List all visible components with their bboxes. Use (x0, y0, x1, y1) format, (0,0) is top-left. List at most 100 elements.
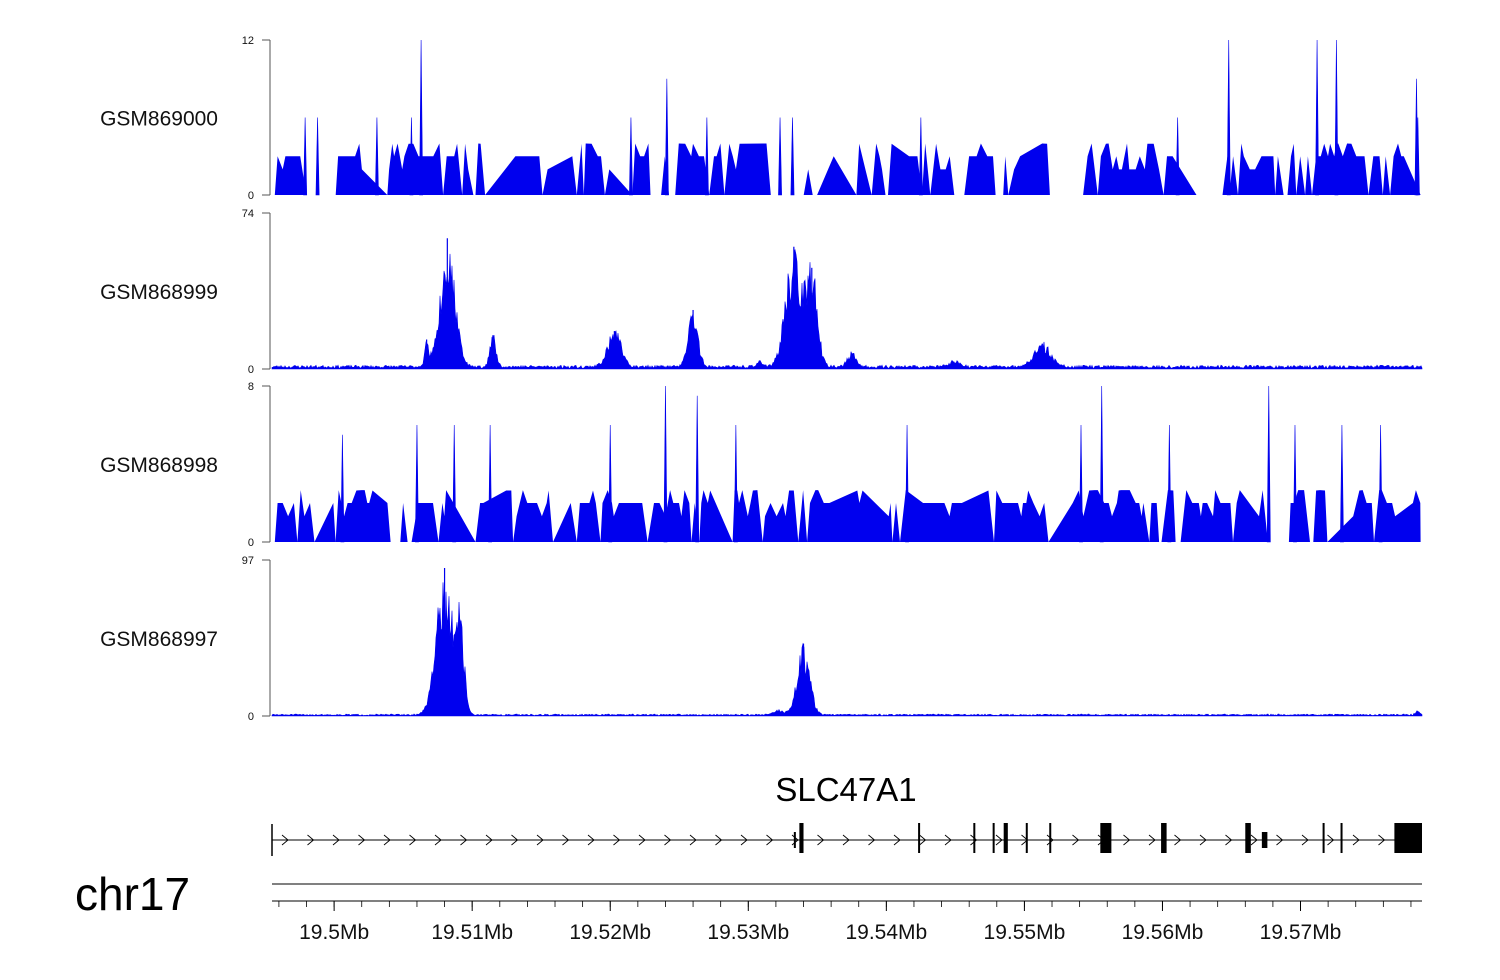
x-tick-label: 19.57Mb (1260, 921, 1342, 944)
coverage-area (274, 143, 1421, 195)
strand-arrow (1352, 834, 1360, 846)
x-tick-label: 19.56Mb (1122, 921, 1204, 944)
y-tick-label: 0 (248, 190, 254, 202)
coverage-spike (918, 117, 923, 196)
strand-arrow (868, 834, 876, 846)
coverage-spike (375, 117, 379, 196)
strand-arrow (817, 834, 825, 846)
coverage-spike (1175, 117, 1180, 196)
strand-arrow (511, 834, 519, 846)
gene-exon (1003, 823, 1008, 853)
coverage-spike (1099, 385, 1104, 543)
strand-arrow (1378, 834, 1386, 846)
y-tick-label: 97 (242, 555, 254, 567)
gene-exon (1100, 823, 1112, 853)
strand-arrow (970, 834, 978, 846)
track-name: GSM868999 (100, 281, 218, 304)
coverage-area (271, 248, 1423, 370)
strand-arrow (919, 834, 927, 846)
strand-arrow (587, 834, 595, 846)
coverage-spike (452, 424, 457, 543)
track-GSM868999: GSM868999 0 74 (100, 208, 1423, 376)
strand-arrow (1174, 834, 1182, 846)
coverage-spike (1378, 424, 1383, 543)
genome-axis: chr17 19.5Mb 19.51Mb 19.52Mb 19.53Mb 19.54Mb… (75, 868, 1422, 944)
strand-arrow (409, 834, 417, 846)
strand-arrow (562, 834, 570, 846)
strand-arrow (281, 834, 289, 846)
y-tick-label: 12 (242, 35, 254, 47)
strand-arrow (485, 834, 493, 846)
gene-exon (793, 832, 796, 848)
strand-arrow (307, 834, 315, 846)
strand-arrow (1148, 834, 1156, 846)
gene-exon (1025, 823, 1028, 853)
coverage-spike (1167, 424, 1172, 543)
strand-arrow (536, 834, 544, 846)
coverage-spike (315, 117, 320, 196)
x-tick-label: 19.55Mb (984, 921, 1066, 944)
strand-arrow (842, 834, 850, 846)
strand-arrow (1225, 834, 1233, 846)
track-name: GSM869000 (100, 108, 218, 131)
gene-exon (973, 823, 976, 853)
strand-arrow (1199, 834, 1207, 846)
coverage-spike (1226, 39, 1231, 196)
strand-arrow (1123, 834, 1131, 846)
strand-arrow (995, 834, 1003, 846)
y-tick-label: 0 (248, 364, 254, 376)
coverage-spike (1340, 424, 1344, 543)
gene-exon (1161, 823, 1167, 853)
y-tick-label: 8 (248, 381, 254, 393)
strand-arrow (944, 834, 952, 846)
strand-arrow (715, 834, 723, 846)
strand-arrow (332, 834, 340, 846)
strand-arrow (1276, 834, 1284, 846)
coverage-spike (905, 424, 909, 543)
coverage-spike (1315, 39, 1319, 196)
coverage-spike (664, 78, 669, 196)
strand-arrow (893, 834, 901, 846)
track-GSM869000: GSM869000 0 12 (100, 35, 1421, 202)
strand-arrow (434, 834, 442, 846)
coverage-spike (419, 39, 424, 196)
chromosome-label: chr17 (75, 868, 190, 920)
track-GSM868997: GSM868997 0 97 (100, 555, 1423, 723)
coverage-tracks: GSM869000012GSM868999074GSM86899808GSM86… (100, 35, 1423, 723)
coverage-spike (340, 434, 345, 543)
coverage-area (274, 490, 1421, 542)
gene-exon (1261, 832, 1268, 848)
gene-label: SLC47A1 (775, 771, 916, 808)
strand-arrow (740, 834, 748, 846)
track-GSM868998: GSM868998 0 8 (100, 381, 1421, 549)
gene-exon (1322, 823, 1325, 853)
gene-exon (799, 823, 804, 853)
coverage-spike (409, 117, 414, 196)
y-tick-label: 0 (248, 711, 254, 723)
coverage-spike (1293, 424, 1297, 543)
strand-arrow (1301, 834, 1309, 846)
y-tick-label: 74 (242, 208, 254, 220)
gene-exon (918, 823, 921, 853)
coverage-spike (663, 385, 668, 543)
coverage-spike (1415, 117, 1420, 196)
track-name: GSM868998 (100, 454, 218, 477)
x-tick-label: 19.54Mb (845, 921, 927, 944)
coverage-spike (704, 117, 709, 196)
coverage-spike (303, 117, 308, 196)
strand-arrow (383, 834, 391, 846)
gene-exon (1049, 823, 1052, 853)
x-tick-label: 19.52Mb (569, 921, 651, 944)
x-tick-label: 19.51Mb (431, 921, 513, 944)
coverage-spike (778, 117, 782, 196)
track-name: GSM868997 (100, 628, 218, 651)
strand-arrow (689, 834, 697, 846)
coverage-spike (790, 117, 795, 196)
strand-arrow (766, 834, 774, 846)
strand-arrow (1327, 834, 1335, 846)
gene-track: SLC47A1 (271, 771, 1422, 885)
coverage-spike (733, 424, 738, 543)
x-tick-label: 19.5Mb (299, 921, 369, 944)
x-tick-label: 19.53Mb (707, 921, 789, 944)
